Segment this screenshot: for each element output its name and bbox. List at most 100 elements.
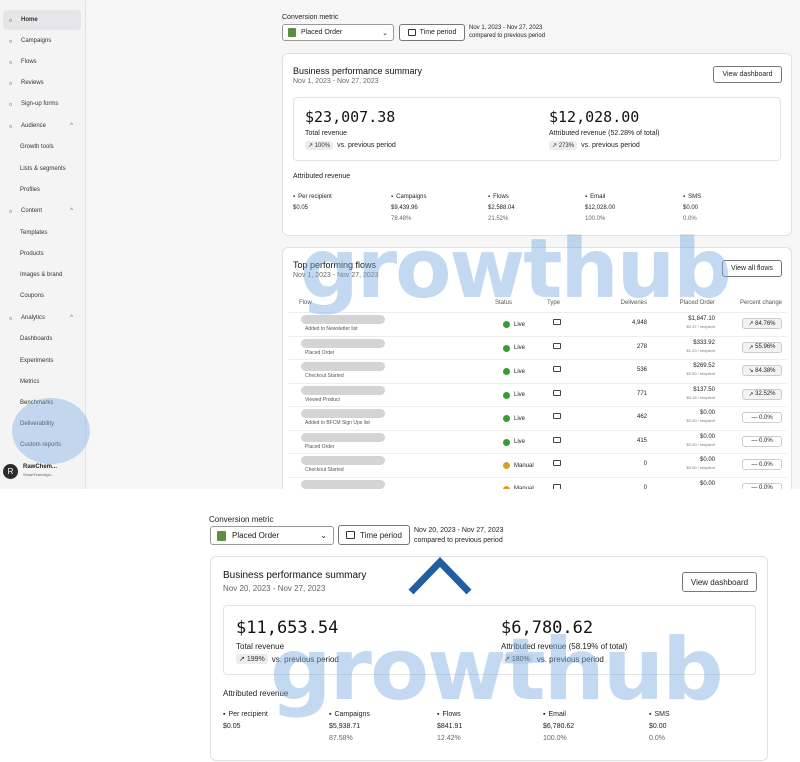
sidebar-item-label: Benchmarks [20, 400, 54, 406]
table-row[interactable]: Placed Order Live 415 $0.00 $0.00 / recipien… [289, 429, 787, 453]
people-icon: ▪ [223, 711, 226, 718]
flow-trigger: Added to BFCM Sign Ups list [305, 420, 370, 426]
attr-col-value: $841.91 [437, 723, 463, 730]
status-icon [503, 415, 510, 422]
sidebar-item-metrics[interactable]: Metrics [3, 372, 81, 392]
people-icon: ▪ [293, 194, 296, 200]
attr-col-sms: ▪ SMS $0.00 0.0% [683, 192, 701, 225]
attr-col-value: $0.00 [683, 205, 699, 211]
table-row[interactable]: Added to Newsletter list Live 4,948 $1,847.… [289, 312, 787, 335]
deliveries: 536 [636, 367, 647, 373]
sidebar-item-label: Reviews [21, 80, 44, 86]
sidebar-item-campaigns[interactable]: ▫ Campaigns [3, 31, 81, 51]
view-dashboard-button[interactable]: View dashboard [682, 572, 757, 592]
sidebar-item-label: Campaigns [21, 38, 52, 44]
sidebar-item-analytics[interactable]: ▫ Analytics ^ [3, 308, 81, 328]
metric-value: Placed Order [232, 531, 280, 540]
col-type: Type [547, 300, 561, 306]
sidebar-item-label: Images & brand [20, 272, 63, 278]
placed-order: $333.92 $1.20 / recipient [687, 339, 715, 355]
forms-icon: ▫ [9, 99, 12, 109]
account-switcher[interactable]: R RawChem... SmartTeamsign... [3, 460, 81, 482]
attr-col-label: Per recipient [228, 711, 268, 718]
placed-order: $0.00 $0.00 / recipient [687, 409, 715, 425]
table-row[interactable]: Added to BFCM Sign Ups list Live 462 $0.00 $… [289, 406, 787, 429]
table-row[interactable]: Manual 0 $0.00 — 0.0% [289, 476, 787, 489]
sidebar-item-flows[interactable]: ▫ Flows [3, 52, 81, 72]
chevron-down-icon: ⌄ [382, 29, 388, 37]
blurred-flow-name [301, 479, 385, 489]
sidebar-item-content[interactable]: ▫ Content ^ [3, 201, 81, 221]
table-row[interactable]: Checkout Started Manual 0 $0.00 $0.00 / reci… [289, 453, 787, 476]
sidebar-item-dashboards[interactable]: Dashboards [3, 329, 81, 349]
table-row[interactable]: Viewed Product Live 771 $137.50 $0.18 / reci… [289, 382, 787, 406]
chevron-up-icon: ^ [70, 208, 73, 214]
date-range-text: Nov 1, 2023 - Nov 27, 2023 [469, 25, 543, 31]
flows-icon: ▪ [437, 711, 440, 718]
attr-col-campaigns: ▪ Campaigns $9,439.96 78.48% [391, 192, 427, 225]
shopify-icon [288, 28, 296, 37]
percent-change-value: 0.0% [758, 414, 773, 421]
conversion-metric-select[interactable]: Placed Order ⌄ [282, 24, 394, 41]
status-text: Live [514, 368, 526, 375]
sidebar-item-reviews[interactable]: ▫ Reviews [3, 73, 81, 93]
flows-range: Nov 1, 2023 - Nov 27, 2023 [293, 272, 379, 279]
sidebar-item-experiments[interactable]: Experiments [3, 351, 81, 371]
trend-up-icon: ↗ [308, 143, 315, 149]
sidebar-item-label: Metrics [20, 379, 40, 385]
sidebar-item-custom-reports[interactable]: Custom reports [3, 435, 81, 455]
status-text: Manual [514, 462, 534, 469]
sidebar-item-label: Growth tools [20, 144, 54, 150]
percent-change-value: 32.52% [755, 391, 776, 397]
conversion-metric-select[interactable]: Placed Order ⌄ [210, 526, 334, 545]
status-badge: Manual [503, 485, 534, 489]
table-row[interactable]: Checkout Started Live 536 $269.52 $0.50 / re… [289, 359, 787, 382]
percent-change-badge: — 0.0% [742, 412, 782, 423]
sidebar-item-growth-tools[interactable]: Growth tools [3, 137, 81, 157]
attr-col-label: Flows [493, 194, 509, 200]
time-period-button[interactable]: Time period [399, 24, 465, 41]
sidebar-item-coupons[interactable]: Coupons [3, 286, 81, 306]
sidebar-item-templates[interactable]: Templates [3, 223, 81, 243]
summary-title: Business performance summary [293, 66, 423, 76]
bottom-screenshot: Conversion metric Placed Order ⌄ Time pe… [203, 510, 770, 762]
sidebar-item-deliverability[interactable]: Deliverability [3, 414, 81, 434]
placed-order: $0.00 $0.00 / recipient [687, 433, 715, 449]
sidebar-item-home[interactable]: ▫ Home [3, 10, 81, 30]
flow-trigger: Added to Newsletter list [305, 326, 358, 332]
flows-icon: ▪ [488, 194, 491, 200]
total-revenue-label: Total revenue [236, 642, 285, 651]
sidebar-item-benchmarks[interactable]: Benchmarks [3, 393, 81, 413]
sidebar-item-label: Audience [21, 123, 47, 129]
content-icon: ▫ [9, 206, 12, 216]
flow-trigger: Checkout Started [305, 373, 344, 379]
status-icon [503, 368, 510, 375]
attr-col-share: 100.0% [543, 735, 567, 742]
attr-col-share: 78.48% [391, 216, 412, 222]
placed-amount: $0.00 [699, 433, 715, 440]
view-dashboard-button[interactable]: View dashboard [713, 66, 782, 83]
sidebar-item-lists-segments[interactable]: Lists & segments [3, 159, 81, 179]
table-row[interactable]: Placed Order Live 278 $333.92 $1.20 / recipi… [289, 335, 787, 359]
sidebar-item-label: Sign-up forms [21, 101, 59, 107]
percent-change-badge: — 0.0% [742, 435, 782, 447]
conversion-metric-label: Conversion metric [209, 515, 274, 524]
sidebar-item-label: Lists & segments [20, 166, 66, 172]
attributed-revenue-title: Attributed revenue [223, 689, 289, 698]
time-period-button[interactable]: Time period [338, 525, 410, 545]
compare-text: compared to previous period [469, 33, 546, 39]
sidebar-item-audience[interactable]: ▫ Audience ^ [3, 116, 81, 136]
status-icon [503, 391, 510, 399]
col-placed-order: Placed Order [679, 300, 715, 306]
sidebar-item-sign-up-forms[interactable]: ▫ Sign-up forms [3, 94, 81, 114]
view-all-flows-button[interactable]: View all flows [722, 260, 782, 277]
time-period-label: Time period [419, 29, 457, 36]
flow-trigger: Placed Order [305, 349, 335, 356]
sidebar-item-images-brand[interactable]: Images & brand [3, 265, 81, 285]
attr-col-email: ▪ Email $12,028.00 100.0% [585, 192, 615, 225]
sidebar-item-products[interactable]: Products [3, 244, 81, 264]
email-icon [553, 389, 561, 396]
percent-change-badge: ↗ 55.96% [742, 341, 782, 353]
deliveries: 462 [636, 414, 647, 420]
sidebar-item-profiles[interactable]: Profiles [3, 180, 81, 200]
